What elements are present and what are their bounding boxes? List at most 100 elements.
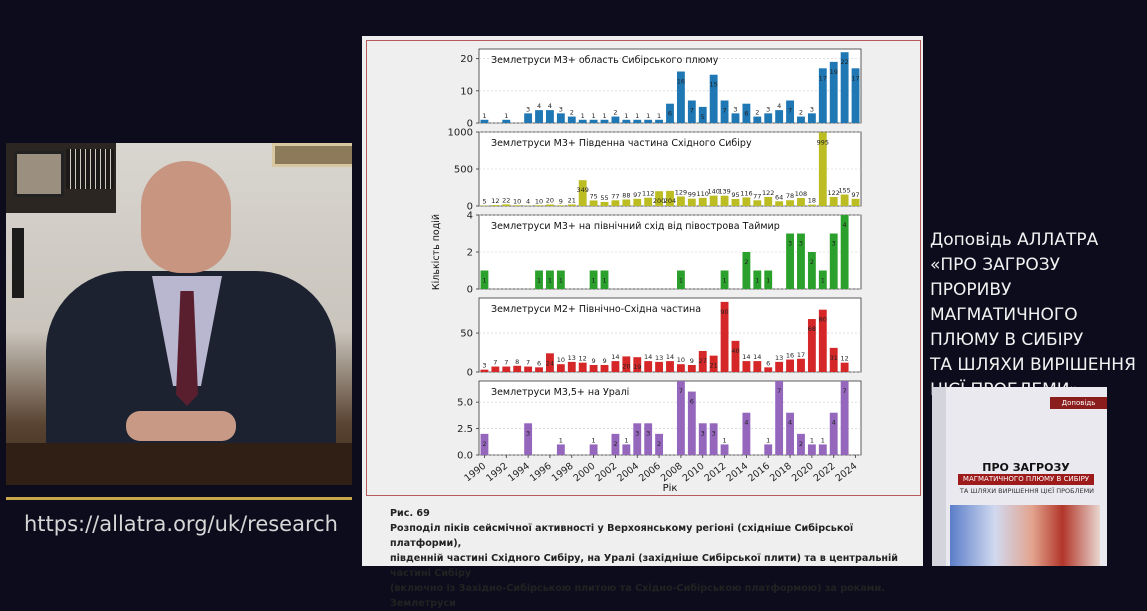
bar: [808, 444, 816, 455]
bar: [677, 364, 685, 372]
bar-value-label: 3: [526, 105, 530, 113]
panel-title: Землетруси М2+ Північно-Східна частина: [491, 304, 701, 315]
cover-spine: [932, 387, 946, 566]
bar-value-label: 129: [675, 188, 687, 196]
presenter-head: [141, 161, 231, 273]
bar: [557, 205, 565, 206]
bar-value-label: 12: [840, 355, 848, 363]
bar-value-label: 1: [723, 277, 727, 285]
bar-value-label: 16: [677, 78, 685, 86]
bar-value-label: 10: [513, 197, 521, 205]
document-page: 0 10 20 Землетруси М3+ область Сибірського …: [362, 36, 923, 566]
bar-value-label: 12: [579, 355, 587, 363]
bar: [568, 204, 576, 206]
bar-value-label: 77: [611, 192, 619, 200]
bar: [797, 117, 805, 123]
x-tick-label: 2004: [615, 461, 641, 485]
bar: [753, 361, 761, 372]
report-title-line-4: ПЛЮМУ В СИБІРУ: [930, 328, 1145, 353]
bar-value-label: 3: [701, 429, 705, 437]
bar: [622, 199, 630, 206]
panel-title: Землетруси М3+ область Сибірського плюму: [491, 55, 719, 66]
bar-value-label: 14: [742, 353, 750, 361]
y-tick-label: 0: [467, 285, 473, 296]
bar-value-label: 19: [633, 363, 641, 371]
bar-value-label: 14: [753, 353, 761, 361]
y-tick-label: 2.5: [457, 424, 473, 435]
bar-value-label: 1: [679, 277, 683, 285]
y-axis-label: Кількість подій: [431, 214, 442, 290]
bar: [764, 444, 772, 455]
x-tick-label: 2016: [746, 461, 772, 485]
bar-value-label: 13: [568, 354, 576, 362]
bar-value-label: 6: [744, 110, 748, 118]
presenter-video[interactable]: [6, 143, 352, 485]
bar-value-label: 1: [602, 112, 606, 120]
bar: [557, 113, 565, 123]
bar: [775, 201, 783, 206]
y-tick-label: 5.0: [457, 398, 473, 409]
bar-value-label: 9: [602, 357, 606, 365]
bar-value-label: 116: [740, 189, 752, 197]
bar-value-label: 2: [570, 109, 574, 117]
bar: [732, 113, 740, 123]
bar-value-label: 3: [526, 429, 530, 437]
panel-title: Землетруси М3,5+ на Уралі: [491, 387, 629, 398]
cover-subtitle-2: ТА ШЛЯХИ ВИРІШЕННЯ ЦІЄЇ ПРОБЛЕМИ: [952, 487, 1102, 495]
y-tick-label: 0.0: [457, 451, 473, 462]
bar-value-label: 7: [723, 106, 727, 114]
y-tick-label: 20: [460, 54, 473, 65]
bar-value-label: 1: [821, 277, 825, 285]
bar: [644, 361, 652, 372]
bar-value-label: 5: [701, 113, 705, 121]
gold-divider: [6, 497, 352, 500]
bar-value-label: 75: [589, 192, 597, 200]
bar-value-label: 1: [482, 277, 486, 285]
x-tick-label: 2010: [681, 461, 707, 485]
bar-value-label: 22: [502, 196, 510, 204]
bar-value-label: 1: [602, 277, 606, 285]
bar-value-label: 17: [851, 74, 859, 82]
bar-value-label: 2: [810, 258, 814, 266]
bar-value-label: 12: [491, 197, 499, 205]
report-cover[interactable]: Доповідь ПРО ЗАГРОЗУ ПРОРИВУ МАГМАТИЧНОГ…: [932, 387, 1107, 566]
x-tick-label: 2006: [637, 461, 663, 485]
bar-value-label: 3: [712, 429, 716, 437]
caption-line-2: південній частині Східного Сибіру, на Ур…: [390, 551, 910, 581]
research-url[interactable]: https://allatra.org/uk/research: [0, 512, 362, 536]
bar-value-label: 3: [766, 105, 770, 113]
x-tick-label: 2002: [593, 461, 619, 485]
bar-value-label: 1: [592, 436, 596, 444]
bar: [590, 365, 598, 372]
caption-line-3: (включно із Західно-Сибірською плитою та…: [390, 581, 910, 611]
bar-value-label: 4: [744, 419, 748, 427]
bar-value-label: 6: [690, 398, 694, 406]
bar-value-label: 1: [592, 112, 596, 120]
report-title: Доповідь АЛЛАТРА «ПРО ЗАГРОЗУ ПРОРИВУ МА…: [930, 228, 1145, 403]
bar-value-label: 13: [655, 354, 663, 362]
cover-subtitle: МАГМАТИЧНОГО ПЛЮМУ В СИБІРУ: [958, 474, 1094, 485]
bar: [786, 360, 794, 372]
bar: [557, 364, 565, 372]
bar: [644, 423, 652, 455]
bar-value-label: 1: [810, 436, 814, 444]
x-tick-label: 1992: [484, 461, 510, 485]
bar-value-label: 7: [493, 359, 497, 367]
bar: [764, 367, 772, 372]
bar: [775, 362, 783, 372]
y-tick-label: 1000: [448, 128, 473, 139]
bar-value-label: 97: [633, 191, 641, 199]
bar: [753, 200, 761, 206]
bar-value-label: 22: [840, 58, 848, 66]
bar-value-label: 2: [613, 109, 617, 117]
bar-value-label: 2: [799, 440, 803, 448]
bar-value-label: 9: [690, 357, 694, 365]
y-tick-label: 50: [460, 329, 473, 340]
bar: [841, 363, 849, 372]
bar: [535, 205, 543, 206]
bar: [513, 205, 521, 206]
bar-value-label: 4: [777, 102, 781, 110]
bar-value-label: 4: [537, 102, 541, 110]
bar: [710, 196, 718, 206]
bar-value-label: 1: [635, 112, 639, 120]
